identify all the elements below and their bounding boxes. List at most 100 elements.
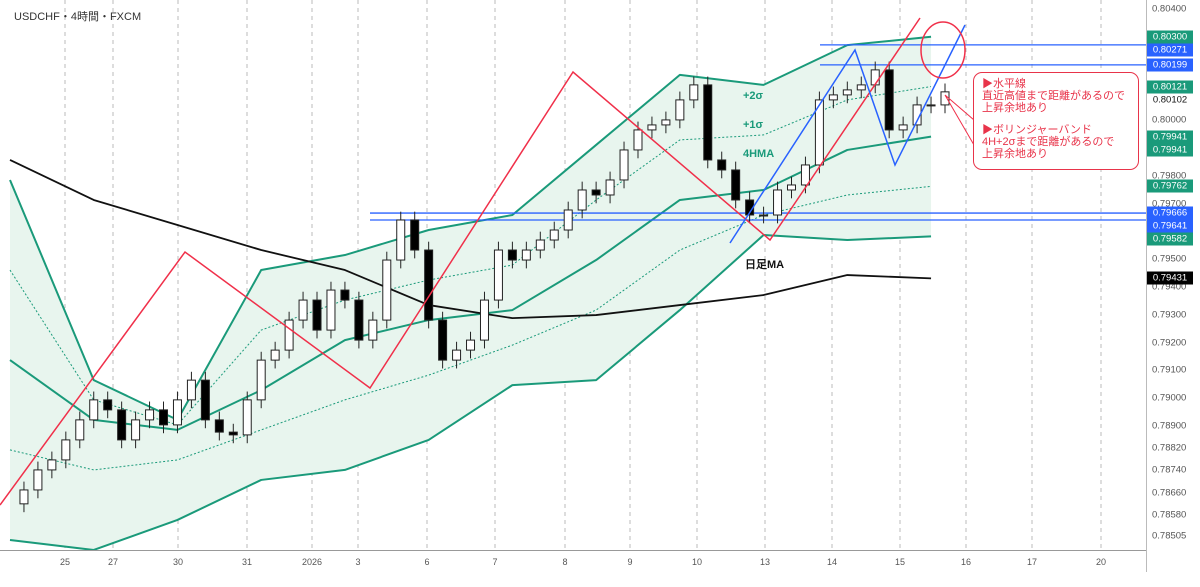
candle [75,411,85,449]
plus1-band-line [9,86,932,426]
time-axis-label: 17 [1026,557,1038,567]
candle [493,241,503,309]
bullish-candle-body [452,349,462,361]
price-axis-label: 0.78580 [1152,509,1187,521]
bearish-candle-body [228,431,238,436]
price-tag: 0.80102 [1152,94,1188,106]
bullish-candle-body [619,149,629,181]
bullish-candle-body [605,179,615,196]
bullish-candle-body [89,399,99,421]
candle [452,341,462,369]
price-axis-label: 0.79300 [1152,309,1187,321]
bullish-candle-body [368,319,378,341]
plus1-band-label: +1σ [743,119,764,131]
bullish-candle-body [521,249,531,261]
candle [186,371,196,409]
price-axis[interactable] [1146,0,1200,572]
candle [842,81,852,104]
time-axis-label: 27 [107,557,119,567]
candle [89,391,99,429]
candle [396,211,406,269]
bullish-candle-body [242,399,252,436]
bearish-candle-body [703,84,713,161]
symbol-title: USDCHF・4時間・FXCM [14,11,142,23]
candle [145,401,155,429]
price-axis-label: 0.79800 [1152,170,1187,182]
bearish-candle-body [340,289,350,301]
blue-zigzag-trendline[interactable] [729,24,966,244]
time-axis-label: 20 [1095,557,1107,567]
candle [786,176,796,199]
candle [521,241,531,269]
candle [284,311,294,359]
time-axis-label: 8 [562,557,568,567]
bullish-candle-body [131,419,141,441]
price-axis-label: 0.79200 [1152,337,1187,349]
bullish-candle-body [577,189,587,211]
bearish-candle-body [717,159,727,171]
bullish-candle-body [759,214,769,217]
bullish-candle-body [172,399,182,426]
bullish-candle-body [563,209,573,231]
candle [912,96,922,134]
price-tag: 0.79641 [1147,219,1193,233]
bearish-candle-body [354,299,364,341]
candle [717,151,727,179]
candle [507,241,517,269]
candle [270,341,280,369]
candle [535,231,545,259]
price-tag: 0.79431 [1147,271,1193,285]
time-axis-label: 6 [424,557,430,567]
bullish-candle-body [298,299,308,321]
time-axis-label: 16 [960,557,972,567]
price-axis-label: 0.78820 [1152,442,1187,454]
price-tag: 0.79666 [1147,206,1193,220]
candle [661,111,671,134]
price-chart[interactable] [0,0,1146,551]
bullish-candle-body [256,359,266,401]
candle [410,211,420,259]
candle [940,83,950,114]
daily-ma-label: 日足MA [745,259,785,271]
time-axis-label: 25 [59,557,71,567]
red-circle-highlight[interactable] [920,21,966,79]
bullish-candle-body [535,239,545,251]
candle [759,206,769,224]
bearish-candle-body [200,379,210,421]
price-axis-label: 0.78505 [1152,530,1187,542]
time-axis-label: 7 [492,557,498,567]
candle [47,451,57,479]
candle [773,181,783,224]
bullish-candle-body [75,419,85,441]
candle [214,411,224,441]
candle [103,391,113,419]
bullish-candle-body [898,124,908,131]
bearish-candle-body [731,169,741,201]
bullish-candle-body [479,299,489,341]
price-axis-label: 0.79400 [1152,281,1187,293]
bearish-candle-body [159,409,169,426]
daily-ma-line [9,159,932,320]
bullish-candle-body [326,289,336,331]
price-tag: 0.80271 [1147,43,1193,57]
bullish-candle-body [647,124,657,131]
price-axis-label: 0.78900 [1152,420,1187,432]
time-axis-label: 14 [826,557,838,567]
candle [354,291,364,349]
candle [61,431,71,469]
bearish-candle-body [424,249,434,321]
candle [619,141,629,189]
bullish-candle-body [633,129,643,151]
callout-bollinger-note: ▶ボリンジャーバンド 4H+2σまで距離があるので 上昇余地あり [982,124,1115,160]
analysis-callout: ▶水平線 直近高値まで距離があるので 上昇余地あり ▶ボリンジャーバンド 4H+… [973,72,1139,170]
red-zigzag-trendline[interactable] [0,17,921,506]
price-axis-label: 0.79100 [1152,364,1187,376]
candle [591,181,601,204]
bullish-candle-body [19,489,29,505]
candle [438,311,448,369]
candle [828,86,838,109]
bullish-candle-body [842,89,852,96]
bullish-candle-body [661,119,671,126]
bullish-candle-body [814,99,824,166]
